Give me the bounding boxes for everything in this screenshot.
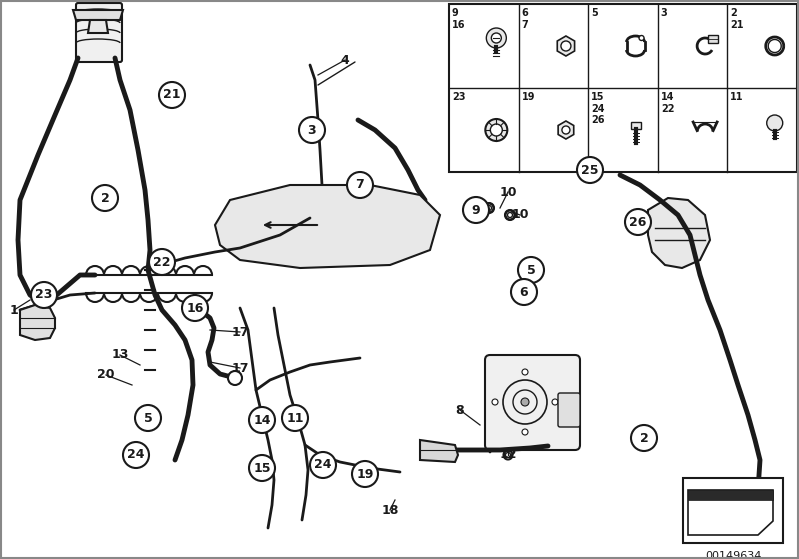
Text: 22: 22 [153,255,171,268]
Circle shape [123,442,149,468]
Text: 17: 17 [231,325,248,339]
Text: 11: 11 [730,92,744,102]
FancyBboxPatch shape [449,4,797,172]
Circle shape [639,36,644,40]
Text: 1: 1 [10,304,18,316]
Circle shape [625,209,651,235]
Polygon shape [648,198,710,268]
Polygon shape [559,121,574,139]
Text: 25: 25 [581,163,598,177]
Text: 7: 7 [356,178,364,192]
Polygon shape [20,305,55,340]
Circle shape [188,299,202,313]
Text: 19: 19 [522,92,535,102]
Circle shape [491,33,501,43]
Circle shape [561,41,571,51]
Polygon shape [88,20,108,33]
Polygon shape [557,36,574,56]
Circle shape [505,210,515,220]
Circle shape [492,399,498,405]
Polygon shape [73,10,123,20]
Circle shape [282,405,308,431]
Polygon shape [735,510,768,540]
Text: 23: 23 [452,92,466,102]
Text: 9: 9 [471,203,480,216]
Circle shape [487,28,507,48]
Circle shape [577,157,603,183]
Text: 23: 23 [35,288,53,301]
FancyBboxPatch shape [683,478,783,543]
Circle shape [182,295,208,321]
Text: 12: 12 [499,448,517,462]
Polygon shape [215,185,440,268]
Text: 14: 14 [253,414,271,427]
Circle shape [631,425,657,451]
Circle shape [522,369,528,375]
Text: 10: 10 [511,209,529,221]
Text: 11: 11 [286,411,304,424]
Text: 19: 19 [356,467,374,481]
Text: 8: 8 [455,404,464,416]
FancyBboxPatch shape [558,393,580,427]
Circle shape [552,399,558,405]
Circle shape [767,115,783,131]
Circle shape [485,119,507,141]
Text: 00149634: 00149634 [705,551,761,559]
Circle shape [518,257,544,283]
Circle shape [463,197,489,223]
Polygon shape [420,440,458,462]
Text: 16: 16 [186,301,204,315]
Text: 17: 17 [231,362,248,375]
Text: 6: 6 [519,286,528,299]
Text: 4: 4 [340,54,349,67]
Circle shape [352,461,378,487]
Polygon shape [688,490,773,535]
Text: 2
21: 2 21 [730,8,744,30]
Circle shape [347,172,373,198]
Text: 26: 26 [630,216,646,229]
Circle shape [522,429,528,435]
Text: 13: 13 [111,348,129,362]
Text: 20: 20 [97,368,115,381]
FancyBboxPatch shape [485,355,580,450]
Text: 6
7: 6 7 [522,8,528,30]
Circle shape [299,117,325,143]
Circle shape [92,185,118,211]
Circle shape [159,82,185,108]
FancyBboxPatch shape [708,35,718,43]
Text: 5: 5 [527,263,535,277]
Text: 15
24
26: 15 24 26 [591,92,605,125]
Text: 3: 3 [308,124,316,136]
Text: 3: 3 [661,8,667,18]
Text: 2: 2 [101,192,109,205]
Text: 24: 24 [127,448,145,462]
Text: 2: 2 [640,432,648,444]
FancyBboxPatch shape [630,122,641,129]
Circle shape [484,203,494,213]
Text: 24: 24 [314,458,332,471]
Text: 5: 5 [144,411,153,424]
Circle shape [228,371,242,385]
Text: 9
16: 9 16 [452,8,466,30]
Circle shape [521,398,529,406]
Circle shape [149,249,175,275]
Text: 14
22: 14 22 [661,92,674,113]
Circle shape [491,124,503,136]
Circle shape [135,405,161,431]
Circle shape [249,455,275,481]
Circle shape [511,279,537,305]
Text: 15: 15 [253,462,271,475]
Circle shape [310,452,336,478]
FancyBboxPatch shape [76,3,122,62]
Text: 5: 5 [591,8,598,18]
Circle shape [249,407,275,433]
Text: 10: 10 [499,186,517,198]
Circle shape [31,282,57,308]
Text: 21: 21 [163,88,181,102]
Circle shape [562,126,570,134]
Polygon shape [688,490,773,500]
Text: 18: 18 [381,504,399,517]
